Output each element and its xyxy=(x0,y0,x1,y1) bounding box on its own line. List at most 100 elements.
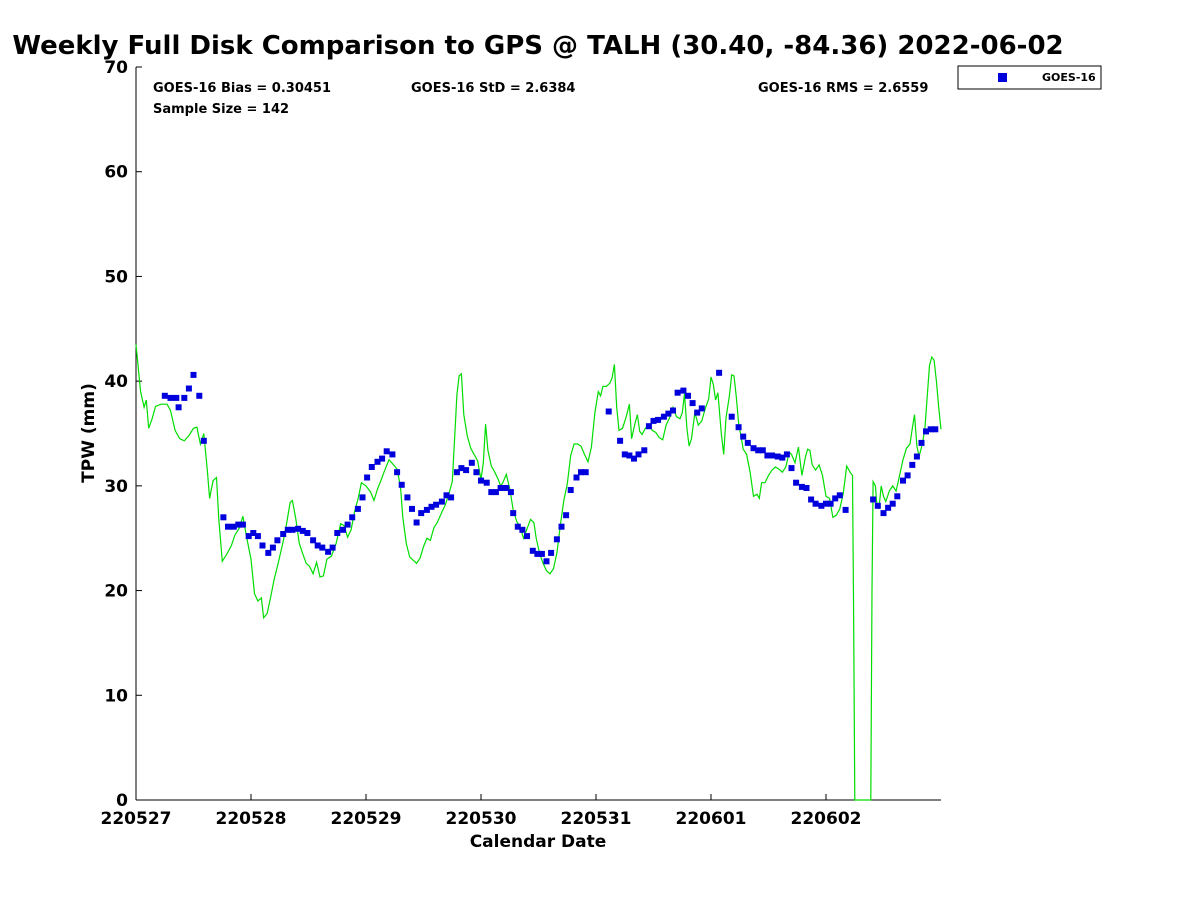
goes16-point xyxy=(383,448,390,455)
goes16-point xyxy=(578,469,584,476)
goes16-point xyxy=(314,542,321,549)
goes16-point xyxy=(694,409,701,416)
goes16-point xyxy=(645,423,652,430)
goes16-point xyxy=(832,495,839,502)
x-tick-label: 220529 xyxy=(331,809,402,829)
goes16-point xyxy=(769,452,775,459)
gps-line xyxy=(135,344,942,801)
goes16-point xyxy=(689,400,696,407)
goes16-point xyxy=(379,455,386,462)
goes16-point xyxy=(269,544,276,551)
goes16-point xyxy=(674,389,681,396)
goes16-point xyxy=(354,505,361,512)
goes16-point xyxy=(483,479,490,486)
goes16-point xyxy=(359,494,366,501)
goes16-point xyxy=(626,452,633,459)
goes16-point xyxy=(900,477,906,484)
goes16-point xyxy=(635,451,642,458)
goes16-point xyxy=(812,500,819,507)
goes16-point xyxy=(582,469,589,476)
goes16-point xyxy=(433,501,440,508)
goes16-point xyxy=(716,369,723,376)
goes16-point xyxy=(764,452,771,459)
goes16-point xyxy=(413,519,420,526)
goes16-point xyxy=(665,410,672,417)
goes16-point xyxy=(567,487,574,493)
y-axis-label: TPW (mm) xyxy=(79,383,99,483)
x-tick-label: 220530 xyxy=(446,809,517,829)
x-tick-label: 220528 xyxy=(216,809,287,829)
x-ticks: 220527 220528 220529 220530 220531 220601 2206… xyxy=(101,794,862,829)
goes16-point xyxy=(304,530,311,536)
series-layer xyxy=(135,344,942,801)
goes16-point xyxy=(641,447,648,454)
goes16-point xyxy=(621,451,628,458)
goes16-point xyxy=(389,451,396,458)
goes16-point xyxy=(894,493,901,500)
goes16-point xyxy=(200,437,207,444)
goes16-point xyxy=(274,537,281,544)
goes16-point xyxy=(225,523,231,530)
goes16-point xyxy=(823,500,829,507)
goes16-point xyxy=(265,549,272,556)
goes16-point xyxy=(364,474,371,481)
y-tick-label: 70 xyxy=(104,58,128,78)
goes16-point xyxy=(524,533,530,540)
goes16-point xyxy=(245,533,252,540)
y-ticks: 0 10 20 30 40 50 60 70 xyxy=(104,58,142,811)
goes16-point xyxy=(250,530,257,536)
goes16-point xyxy=(904,472,911,479)
goes16-point xyxy=(913,453,920,460)
y-tick-label: 40 xyxy=(104,372,128,392)
goes16-point xyxy=(280,531,287,537)
goes16-point xyxy=(538,550,545,557)
goes16-point xyxy=(295,525,302,532)
goes16-point xyxy=(468,459,475,466)
goes16-point xyxy=(880,510,887,517)
goes16-point xyxy=(827,500,834,507)
x-tick-label: 220601 xyxy=(676,809,747,829)
goes16-point xyxy=(750,445,757,452)
goes16-point xyxy=(779,454,786,461)
goes16-point xyxy=(173,394,180,401)
x-tick-label: 220602 xyxy=(791,809,862,829)
goes16-point xyxy=(167,394,174,401)
legend-label: GOES-16 xyxy=(1042,71,1096,84)
goes16-point xyxy=(319,544,326,551)
goes16-point xyxy=(783,451,790,458)
goes16-point xyxy=(818,502,825,509)
goes16-point xyxy=(374,458,381,465)
goes16-point xyxy=(325,548,332,555)
goes16-point xyxy=(519,526,526,533)
x-tick-label: 220527 xyxy=(101,809,172,829)
goes16-point xyxy=(605,408,612,415)
legend-marker xyxy=(998,73,1007,82)
goes16-point xyxy=(488,489,495,496)
y-tick-label: 60 xyxy=(104,163,128,183)
goes16-point xyxy=(759,447,766,454)
goes16-point xyxy=(230,523,237,530)
goes16-point xyxy=(463,467,470,474)
goes16-point xyxy=(239,521,246,528)
goes16-point xyxy=(698,405,705,412)
std-stat: GOES-16 StD = 2.6384 xyxy=(411,81,575,96)
legend-box xyxy=(957,65,1102,90)
goes16-point xyxy=(514,523,521,530)
goes16-point xyxy=(254,533,261,540)
goes16-point xyxy=(870,496,877,503)
goes16-point xyxy=(529,547,536,554)
goes16-point xyxy=(418,510,425,517)
goes16-point xyxy=(755,447,762,454)
goes16-point xyxy=(798,483,805,490)
goes16-point xyxy=(284,526,291,533)
goes16-point xyxy=(631,455,637,462)
y-tick-label: 0 xyxy=(116,791,128,811)
goes16-point xyxy=(650,417,657,424)
goes16-point xyxy=(453,469,460,476)
goes16-point xyxy=(548,549,555,556)
goes16-point xyxy=(836,492,843,499)
goes16-point xyxy=(874,502,881,509)
goes16-point xyxy=(497,485,504,491)
x-axis-label: Calendar Date xyxy=(470,832,607,852)
plot-area: 0 10 20 30 40 50 60 70 220527 220528 220529 220530… xyxy=(101,58,942,829)
